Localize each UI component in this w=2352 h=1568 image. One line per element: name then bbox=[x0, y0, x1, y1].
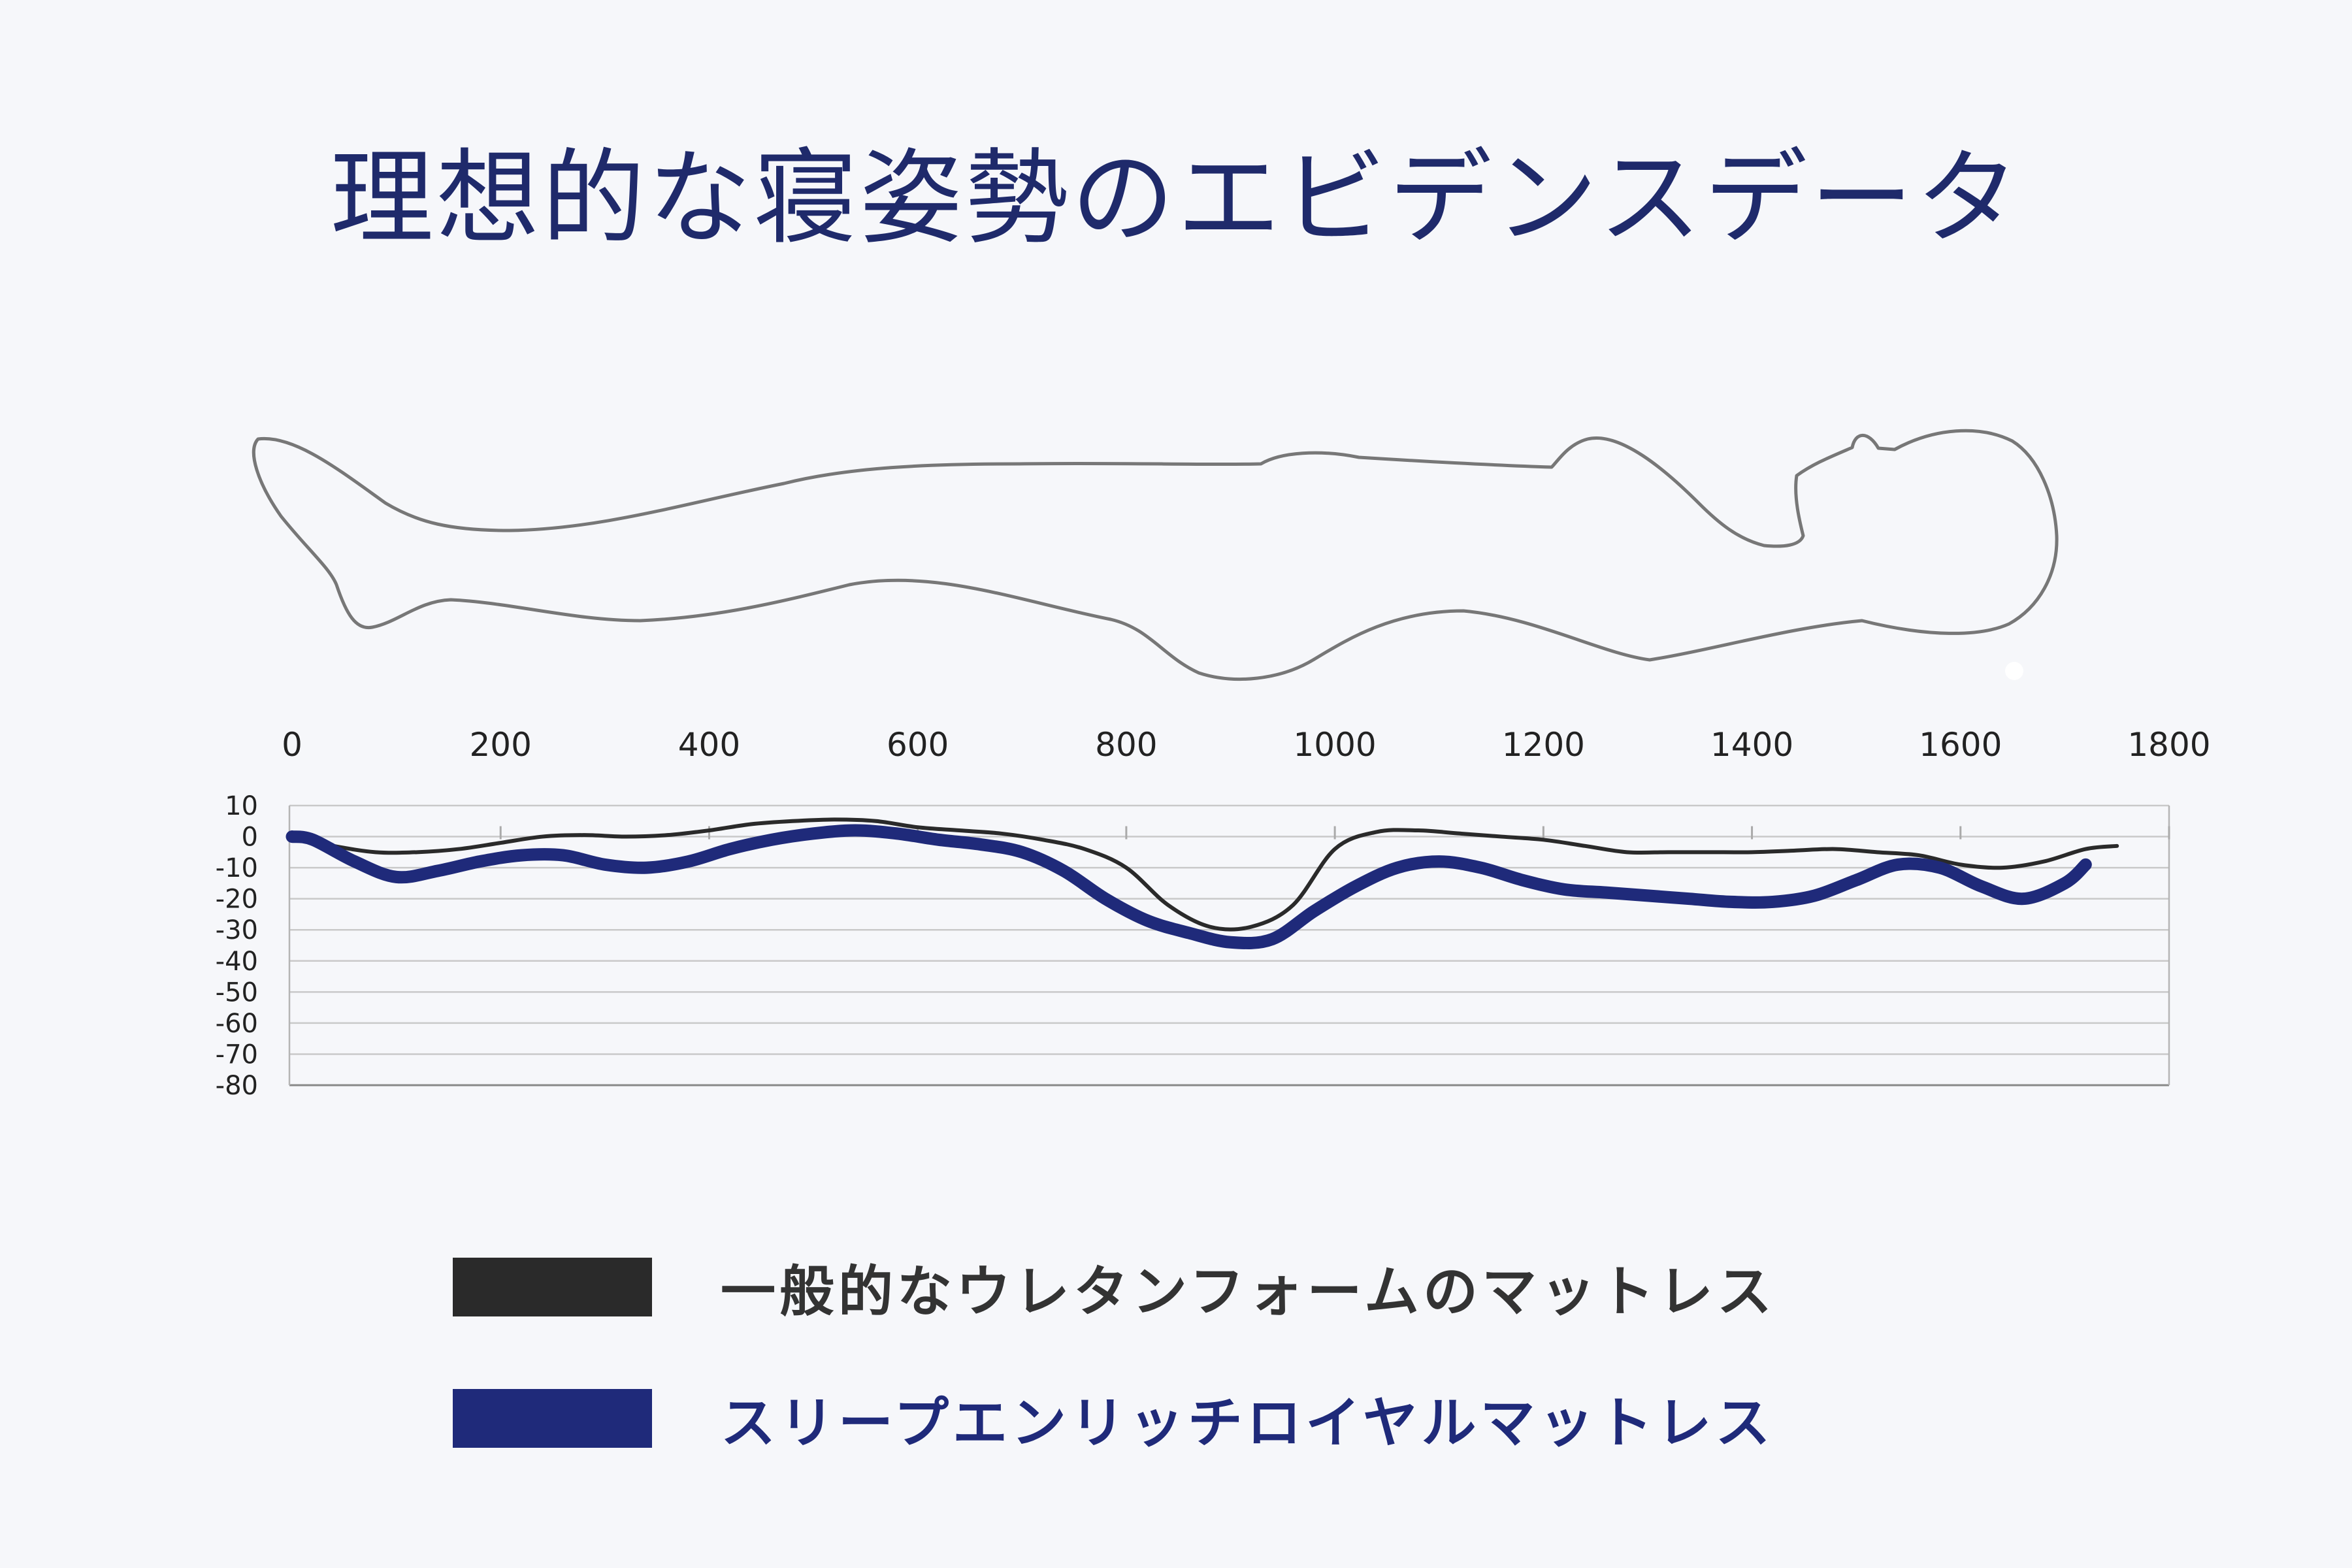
x-tick-label: 1000 bbox=[1293, 726, 1376, 764]
y-tick-label: -20 bbox=[216, 885, 258, 915]
series-lines bbox=[286, 817, 2119, 950]
x-tick-label: 1400 bbox=[1710, 726, 1793, 764]
legend-label-urethane: 一般的なウレタンフォームのマットレス bbox=[721, 1259, 1776, 1324]
x-tick-label: 200 bbox=[470, 726, 532, 764]
legend-swatch-urethane bbox=[453, 1258, 652, 1316]
x-tick-label: 800 bbox=[1095, 726, 1157, 764]
y-tick-label: 0 bbox=[242, 823, 258, 853]
y-tick-label: -80 bbox=[216, 1071, 258, 1101]
y-axis-ticks: 100-10-20-30-40-50-60-70-80 bbox=[216, 791, 258, 1101]
y-tick-label: -10 bbox=[216, 853, 258, 883]
x-tick-label: 600 bbox=[887, 726, 949, 764]
series-line-urethane bbox=[290, 817, 2119, 932]
gridlines bbox=[288, 804, 2170, 1086]
x-tick-label: 0 bbox=[282, 726, 302, 764]
series-line-sleep-enrich bbox=[286, 824, 2092, 950]
y-tick-label: -70 bbox=[216, 1039, 258, 1070]
legend-label-sleep-enrich: スリープエンリッチロイヤルマットレス bbox=[721, 1390, 1774, 1455]
y-tick-label: -30 bbox=[216, 915, 258, 945]
body-silhouette bbox=[252, 429, 2059, 681]
y-tick-label: -60 bbox=[216, 1009, 258, 1039]
y-tick-label: -50 bbox=[216, 977, 258, 1007]
x-axis-ticks: 0 200 400 600 800 1000 1200 1400 1600 1800 bbox=[282, 726, 2211, 764]
marker-dot bbox=[2005, 662, 2023, 680]
legend-swatch-sleep-enrich bbox=[453, 1389, 652, 1448]
plot-area: 100-10-20-30-40-50-60-70-80 bbox=[216, 791, 2170, 1101]
x-tick-label: 1800 bbox=[2127, 726, 2210, 764]
y-tick-label: 10 bbox=[225, 791, 258, 821]
page-title: 理想的な寝姿勢のエビデンスデータ bbox=[330, 139, 2022, 259]
x-tick-label: 400 bbox=[678, 726, 740, 764]
y-tick-label: -40 bbox=[216, 947, 258, 977]
legend-item-urethane: 一般的なウレタンフォームのマットレス bbox=[453, 1258, 1776, 1324]
x-tick-label: 1600 bbox=[1919, 726, 2002, 764]
legend-item-sleep-enrich: スリープエンリッチロイヤルマットレス bbox=[453, 1389, 1774, 1455]
x-tick-label: 1200 bbox=[1502, 726, 1585, 764]
